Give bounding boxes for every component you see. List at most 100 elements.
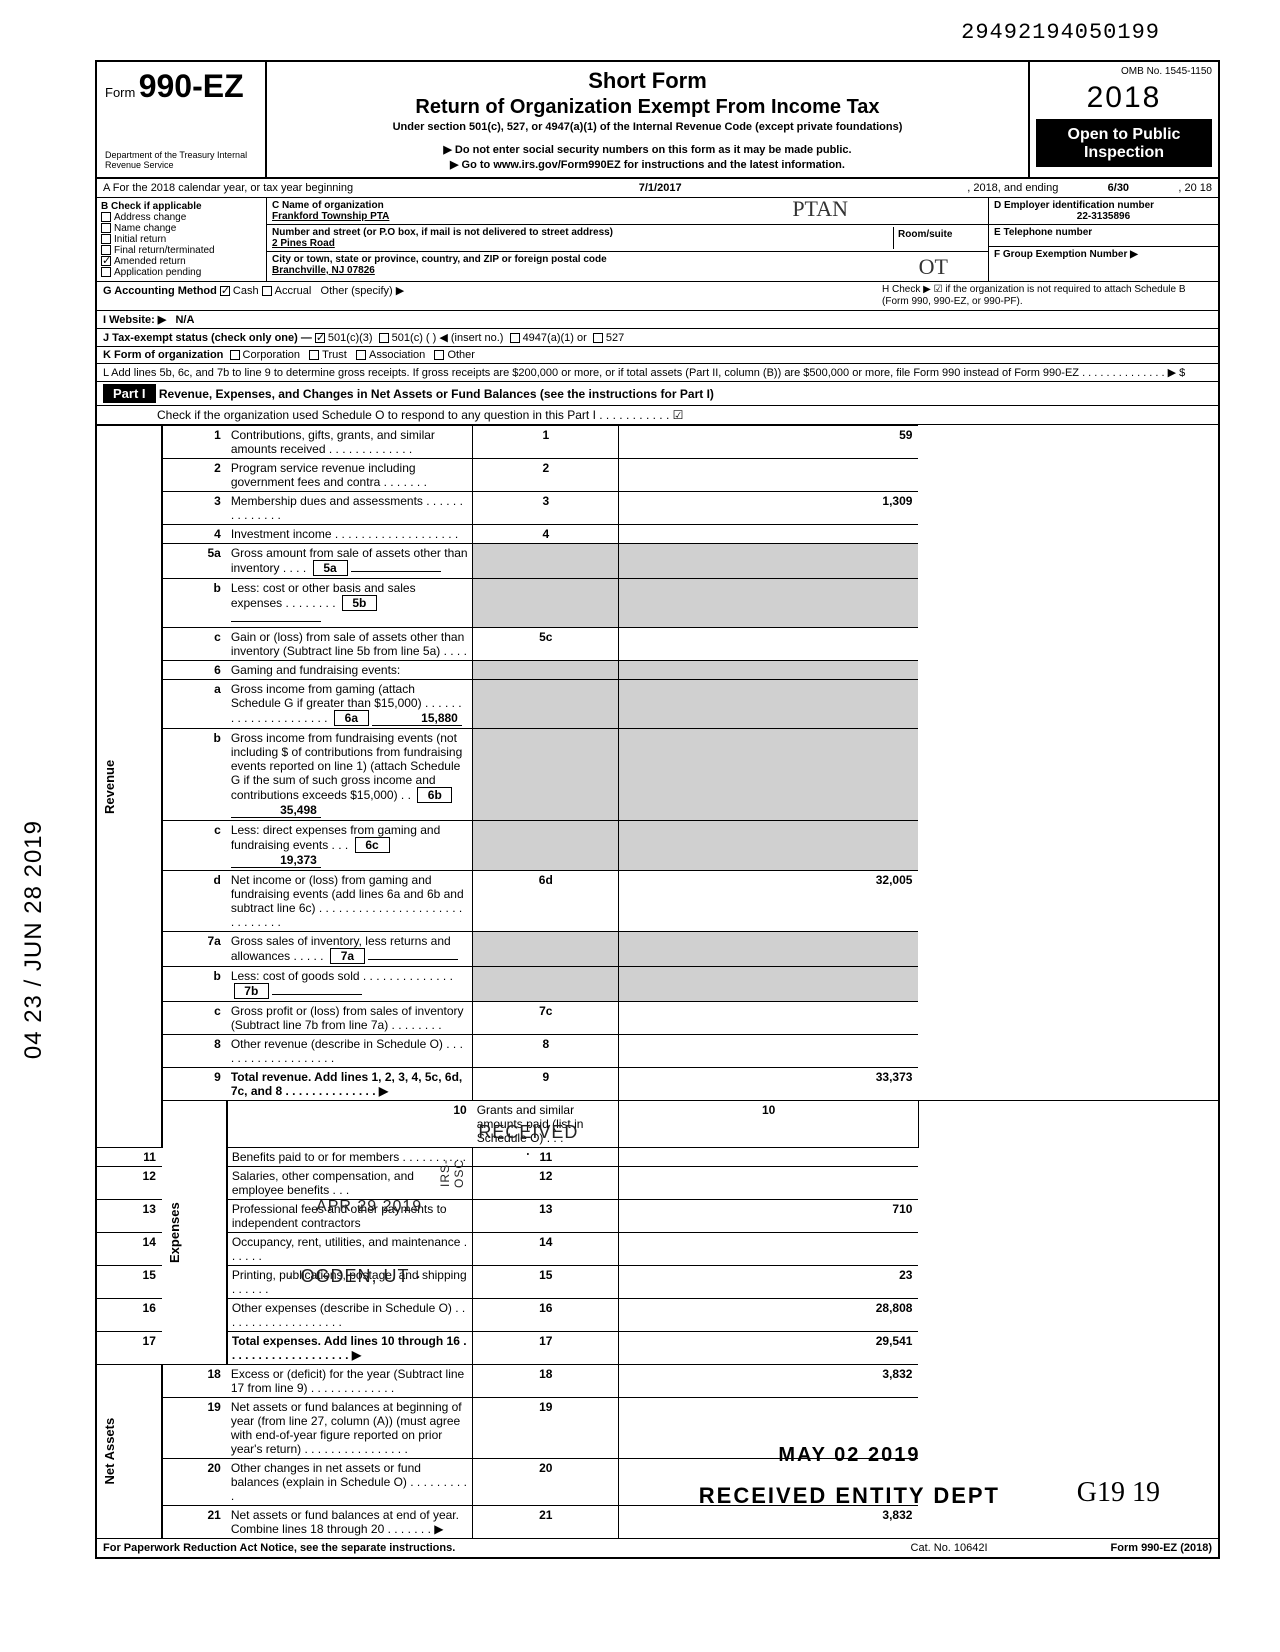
stamp-apr-date: APR 29 2019 [306,1194,432,1220]
d-tel-header: E Telephone number [994,227,1213,238]
l16-box: 16 [473,1299,619,1332]
l5a-amt [619,544,919,579]
l6a-box [473,680,619,729]
header-left: Form 990-EZ Department of the Treasury I… [97,62,267,177]
side-expenses: Expenses [162,1101,227,1365]
row-a-label: A For the 2018 calendar year, or tax yea… [103,182,353,194]
l8-desc: Other revenue (describe in Schedule O) .… [227,1035,473,1068]
l20-box: 20 [473,1459,619,1506]
l18-desc: Excess or (deficit) for the year (Subtra… [227,1365,473,1398]
rowk-checkbox-1[interactable] [309,350,319,360]
l21-box: 21 [473,1506,619,1539]
row-h: H Check ▶ ☑ if the organization is not r… [882,284,1212,308]
l4-num: 4 [162,525,227,544]
l6d-amt: 32,005 [619,871,919,932]
cash-checkbox[interactable] [220,286,230,296]
l4-desc: Investment income . . . . . . . . . . . … [227,525,473,544]
l1-amt: 59 [619,426,919,459]
rowk-checkbox-0[interactable] [230,350,240,360]
l14-num: 14 [97,1233,162,1266]
l6b-num: b [162,729,227,821]
d-tel-cell: E Telephone number [989,225,1218,247]
l6-num: 6 [162,661,227,680]
open-to-public: Open to Public Inspection [1036,120,1212,167]
l7c-num: c [162,1002,227,1035]
501c3-checkbox[interactable] [315,333,325,343]
l13-desc: Professional fees and other payments to … [227,1200,473,1233]
501c-checkbox[interactable] [379,333,389,343]
omb-number: OMB No. 1545-1150 [1036,66,1212,77]
header-mid: Short Form Return of Organization Exempt… [267,62,1028,177]
l7b-amt [619,967,919,1002]
lines-table: Revenue 1 Contributions, gifts, grants, … [97,425,1218,1538]
colb-checkbox-4[interactable] [101,256,111,266]
form-header: Form 990-EZ Department of the Treasury I… [97,62,1218,179]
l7a-num: 7a [162,932,227,967]
form-number: 990-EZ [139,85,244,100]
colb-checkbox-2[interactable] [101,234,111,244]
l5c-amt [619,628,919,661]
accrual-checkbox[interactable] [262,286,272,296]
row-i-label: I Website: ▶ [103,314,166,326]
l17-num: 17 [97,1332,162,1365]
row-i: I Website: ▶ N/A [97,311,1218,329]
l13-box: 13 [473,1200,619,1233]
rowk-checkbox-2[interactable] [356,350,366,360]
l21-amt: 3,832 [619,1506,919,1539]
colb-checkbox-5[interactable] [101,267,111,277]
l10-num: 10 [227,1101,473,1148]
rowk-checkbox-3[interactable] [434,350,444,360]
stamp-received-entity: RECEIVED ENTITY DEPT [699,1483,1000,1509]
527-checkbox[interactable] [593,333,603,343]
rowk-item-0: Corporation [243,349,300,361]
rowk-item-3: Other [447,349,475,361]
colb-item-3: Final return/terminated [114,245,215,256]
l8-amt [619,1035,919,1068]
l7c-desc: Gross profit or (loss) from sales of inv… [227,1002,473,1035]
l7a-amt [619,932,919,967]
colb-checkbox-0[interactable] [101,212,111,222]
l5c-num: c [162,628,227,661]
stamp-received: · RECEIVED · [468,1097,588,1168]
l19-num: 19 [162,1398,227,1459]
l4-amt [619,525,919,544]
l12-box: 12 [473,1167,619,1200]
4947-checkbox[interactable] [510,333,520,343]
l6b-box [473,729,619,821]
c-name-header: C Name of organization [272,200,983,211]
l5a-num: 5a [162,544,227,579]
colb-checkbox-3[interactable] [101,245,111,255]
room-suite: Room/suite [893,227,983,249]
tax-year: 2018 [1036,77,1212,120]
l14-desc: Occupancy, rent, utilities, and maintena… [227,1233,473,1266]
form-container: Form 990-EZ Department of the Treasury I… [95,60,1220,1559]
l3-num: 3 [162,492,227,525]
stamp-top-number: 29492194050199 [961,20,1160,45]
d-ein-cell: D Employer identification number 22-3135… [989,198,1218,225]
l9-amt: 33,373 [619,1068,919,1101]
501c-label: 501(c) ( ) ◀ (insert no.) [392,332,504,344]
l14-amt [619,1233,919,1266]
colb-checkbox-1[interactable] [101,223,111,233]
l6b-desc: Gross income from fundraising events (no… [227,729,473,821]
l17-box: 17 [473,1332,619,1365]
l4-box: 4 [473,525,619,544]
short-form-label: Short Form [275,68,1020,94]
c-name-cell: C Name of organization Frankford Townshi… [267,198,988,225]
l7b-desc: Less: cost of goods sold . . . . . . . .… [227,967,473,1002]
bottom-stamps: MAY 02 2019 RECEIVED ENTITY DEPT [699,1444,1000,1509]
org-address: 2 Pines Road [272,238,893,249]
l18-box: 18 [473,1365,619,1398]
l18-num: 18 [162,1365,227,1398]
c-city-cell: City or town, state or province, country… [267,252,988,278]
l14-box: 14 [473,1233,619,1266]
row-a-suffix: , 20 18 [1178,182,1212,194]
l16-amt: 28,808 [619,1299,919,1332]
l19-desc: Net assets or fund balances at beginning… [227,1398,473,1459]
stamp-ogden: · OGDEN, UT · [278,1262,433,1291]
l7a-desc: Gross sales of inventory, less returns a… [227,932,473,967]
l1-num: 1 [162,426,227,459]
l5b-num: b [162,579,227,628]
l6-box [473,661,619,680]
l13-num: 13 [97,1200,162,1233]
